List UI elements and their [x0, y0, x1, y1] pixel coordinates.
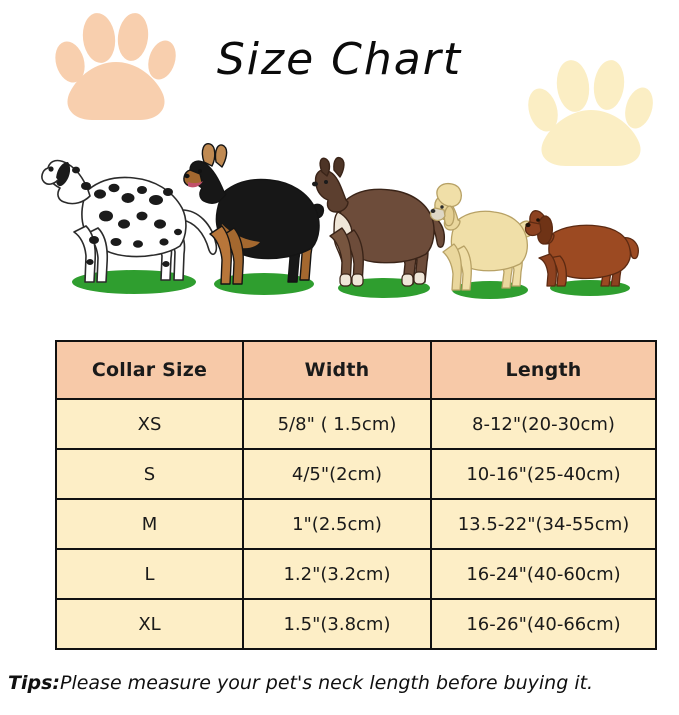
dog-illustration-strip	[0, 128, 679, 308]
dog-pitbull	[312, 154, 452, 302]
cell-width: 1.2"(3.2cm)	[242, 548, 432, 600]
size-chart-table: Collar Size Width Length XS 5/8" ( 1.5cm…	[55, 340, 657, 650]
tips-text: Please measure your pet's neck length be…	[59, 672, 594, 694]
column-header-length: Length	[430, 340, 657, 400]
cell-width: 4/5"(2cm)	[242, 448, 432, 500]
dog-doberman	[183, 140, 336, 298]
cell-length: 13.5-22"(34-55cm)	[430, 498, 657, 550]
table-row: S 4/5"(2cm) 10-16"(25-40cm)	[55, 448, 657, 500]
table-row: XL 1.5"(3.8cm) 16-26"(40-66cm)	[55, 598, 657, 650]
cell-collar-size: M	[55, 498, 244, 550]
paw-print-icon	[52, 2, 180, 120]
dog-dachshund	[524, 194, 643, 298]
table-row: XS 5/8" ( 1.5cm) 8-12"(20-30cm)	[55, 398, 657, 450]
cell-width: 5/8" ( 1.5cm)	[242, 398, 432, 450]
page-title: Size Chart	[216, 34, 463, 85]
paw-print-icon	[523, 48, 658, 166]
cell-length: 16-26"(40-66cm)	[430, 598, 657, 650]
dog-poodle	[429, 182, 542, 302]
cell-collar-size: L	[55, 548, 244, 600]
table-row: M 1"(2.5cm) 13.5-22"(34-55cm)	[55, 498, 657, 550]
cell-collar-size: XS	[55, 398, 244, 450]
cell-collar-size: XL	[55, 598, 244, 650]
cell-width: 1"(2.5cm)	[242, 498, 432, 550]
column-header-collar-size: Collar Size	[55, 340, 244, 400]
column-header-width: Width	[242, 340, 432, 400]
table-header-row: Collar Size Width Length	[55, 340, 657, 400]
cell-length: 10-16"(25-40cm)	[430, 448, 657, 500]
table-header: Collar Size Width Length	[55, 340, 657, 400]
tips-label: Tips:	[8, 672, 60, 694]
table-row: L 1.2"(3.2cm) 16-24"(40-60cm)	[55, 548, 657, 600]
cell-collar-size: S	[55, 448, 244, 500]
cell-length: 8-12"(20-30cm)	[430, 398, 657, 450]
cell-length: 16-24"(40-60cm)	[430, 548, 657, 600]
tips-note: Tips:Please measure your pet's neck leng…	[8, 672, 679, 694]
cell-width: 1.5"(3.8cm)	[242, 598, 432, 650]
dog-dalmatian	[41, 132, 222, 297]
table-body: XS 5/8" ( 1.5cm) 8-12"(20-30cm) S 4/5"(2…	[55, 398, 657, 650]
